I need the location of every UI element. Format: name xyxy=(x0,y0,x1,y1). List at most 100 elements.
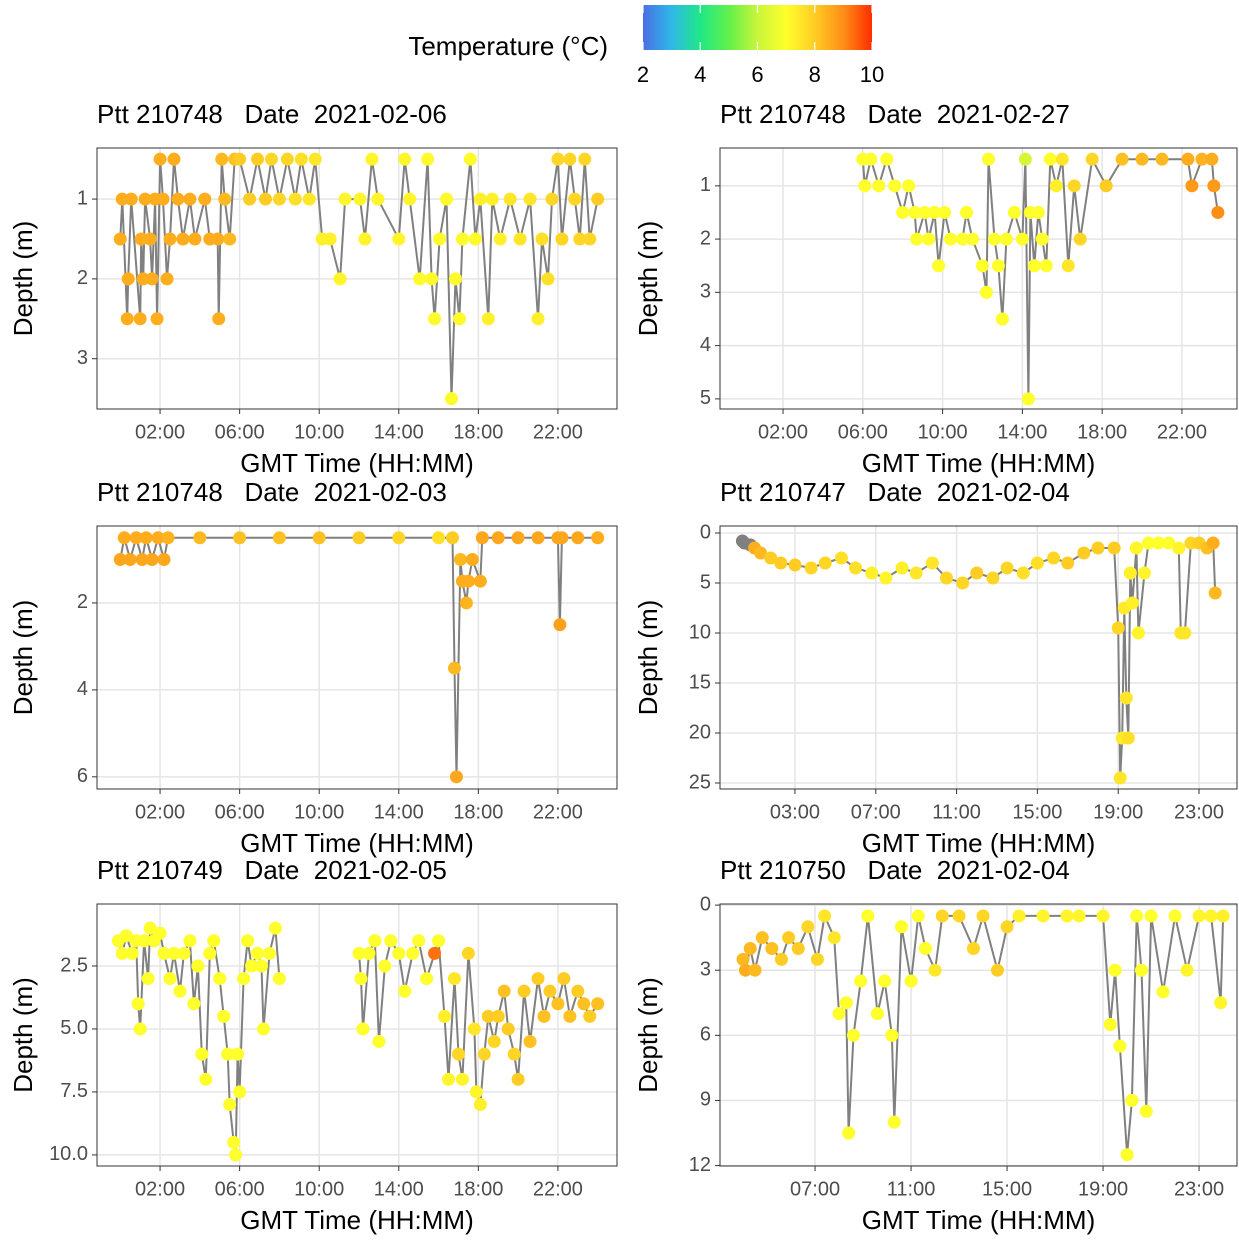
point xyxy=(113,232,127,246)
point xyxy=(818,909,832,923)
point xyxy=(925,556,939,570)
point xyxy=(1180,963,1194,977)
point xyxy=(1000,920,1014,934)
point xyxy=(1144,909,1158,923)
point xyxy=(151,531,165,545)
point xyxy=(171,192,185,206)
point xyxy=(241,934,255,948)
point xyxy=(136,272,150,286)
point xyxy=(1085,152,1099,166)
x-axis-title: GMT Time (HH:MM) xyxy=(862,448,1096,478)
point xyxy=(1099,179,1113,193)
point xyxy=(918,205,932,219)
y-tick-label: 4 xyxy=(77,678,88,700)
x-tick-label: 07:00 xyxy=(851,801,901,823)
point xyxy=(1000,561,1014,575)
point xyxy=(774,952,788,966)
point xyxy=(125,946,139,960)
legend-title: Temperature (°C) xyxy=(408,31,608,61)
point xyxy=(412,934,426,948)
point xyxy=(237,972,251,986)
x-tick-label: 23:00 xyxy=(1174,801,1224,823)
y-tick-label: 5 xyxy=(700,571,711,593)
point xyxy=(571,984,585,998)
y-tick-label: 20 xyxy=(689,721,711,743)
point xyxy=(1168,909,1182,923)
point xyxy=(568,192,582,206)
x-tick-label: 18:00 xyxy=(453,1178,503,1200)
x-tick-label: 11:00 xyxy=(887,1178,936,1200)
point xyxy=(485,192,499,206)
point xyxy=(911,909,925,923)
y-axis-title: Depth (m) xyxy=(633,977,663,1093)
point xyxy=(207,934,221,948)
point xyxy=(991,259,1005,273)
colorbar-tick-label: 4 xyxy=(694,62,706,87)
point xyxy=(879,571,893,585)
point xyxy=(573,232,587,246)
point xyxy=(928,963,942,977)
point xyxy=(507,1047,521,1061)
point xyxy=(1123,566,1137,580)
point xyxy=(160,272,174,286)
y-tick-label: 10.0 xyxy=(49,1143,88,1165)
y-tick-label: 2.5 xyxy=(60,954,88,976)
point xyxy=(442,1072,456,1086)
point xyxy=(1067,179,1081,193)
point xyxy=(461,946,475,960)
point xyxy=(195,1047,209,1061)
point xyxy=(215,152,229,166)
point xyxy=(531,531,545,545)
point xyxy=(748,963,762,977)
x-tick-label: 22:00 xyxy=(533,801,583,823)
point xyxy=(861,909,875,923)
point xyxy=(444,392,458,406)
point xyxy=(497,984,511,998)
y-tick-label: 6 xyxy=(77,765,88,787)
point xyxy=(338,192,352,206)
y-tick-label: 3 xyxy=(700,281,711,303)
point xyxy=(1035,232,1049,246)
point xyxy=(577,997,591,1011)
point xyxy=(212,312,226,326)
x-tick-label: 06:00 xyxy=(215,1178,265,1200)
point xyxy=(557,972,571,986)
point xyxy=(445,531,459,545)
point xyxy=(511,531,525,545)
y-tick-label: 15 xyxy=(689,671,711,693)
x-tick-label: 07:00 xyxy=(790,1178,840,1200)
point xyxy=(403,192,417,206)
point xyxy=(177,946,191,960)
point xyxy=(543,984,557,998)
point xyxy=(455,232,469,246)
x-axis-title: GMT Time (HH:MM) xyxy=(862,1205,1096,1235)
point xyxy=(153,926,167,940)
point xyxy=(251,946,265,960)
y-tick-label: 5.0 xyxy=(60,1017,88,1039)
point xyxy=(894,920,908,934)
point xyxy=(1027,259,1041,273)
point xyxy=(1096,909,1110,923)
point xyxy=(1077,546,1091,560)
point xyxy=(459,596,473,610)
x-tick-label: 14:00 xyxy=(374,421,424,443)
point xyxy=(432,531,446,545)
point xyxy=(264,152,278,166)
point xyxy=(513,232,527,246)
point xyxy=(475,531,489,545)
y-tick-label: 9 xyxy=(700,1089,711,1111)
colorbar-tick-label: 8 xyxy=(809,62,821,87)
point xyxy=(1178,626,1192,640)
point xyxy=(255,959,269,973)
point xyxy=(425,272,439,286)
point xyxy=(1211,205,1225,219)
panel-title: Ptt 210748 Date 2021-02-06 xyxy=(97,99,447,129)
panel-title: Ptt 210748 Date 2021-02-03 xyxy=(97,477,447,507)
point xyxy=(187,997,201,1011)
point xyxy=(233,531,247,545)
point xyxy=(987,232,1001,246)
point xyxy=(1135,152,1149,166)
point xyxy=(371,192,385,206)
point xyxy=(272,192,286,206)
